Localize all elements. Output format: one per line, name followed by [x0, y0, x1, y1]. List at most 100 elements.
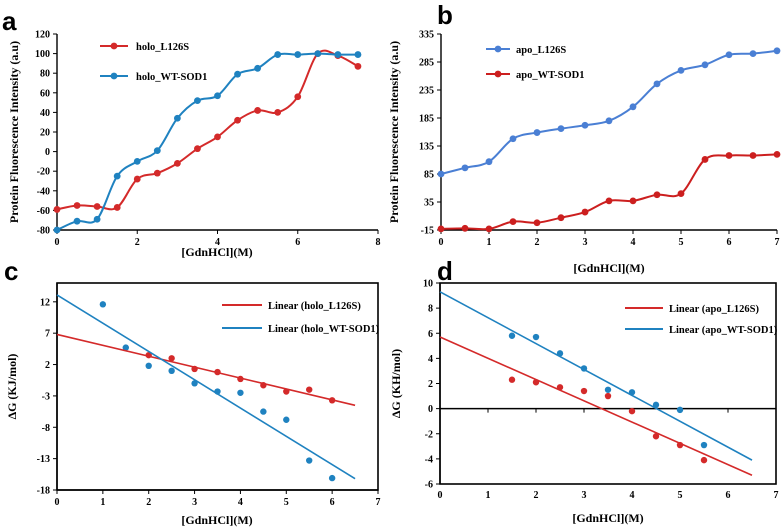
y-tick-label: 12	[40, 297, 50, 308]
series-apo-wt-sod1	[437, 151, 781, 233]
data-point-apo-l126s-1	[461, 164, 469, 172]
data-point-holo-wt-sod1-3	[168, 367, 175, 375]
data-point-holo-l126s-5	[153, 169, 161, 177]
series-holo-l126s	[53, 49, 362, 213]
x-tick-label: 2	[534, 490, 539, 501]
y-tick-label: 100	[35, 49, 50, 60]
panel-d: d -6 -4 -2 0 2 4 6 8 10 0 1 2 3 4 5 6 7 [GdnHCl](M) ΔG (KH/…	[389, 256, 779, 525]
data-point-holo-wt-sod1-4	[191, 380, 198, 387]
series-apo-wt-sod1	[508, 332, 708, 449]
data-point-apo-wt-sod1-0	[437, 225, 445, 233]
data-point-apo-wt-sod1-8	[629, 197, 637, 205]
x-tick-label: 6	[330, 497, 335, 508]
data-point-holo-wt-sod1-7	[194, 97, 201, 105]
data-point-holo-l126s-7	[306, 386, 313, 393]
data-point-apo-wt-sod1-1	[461, 224, 469, 232]
data-point-holo-wt-sod1-6	[173, 114, 181, 122]
panel-letter-b: b	[437, 0, 453, 30]
y-tick-label: 4	[428, 354, 433, 365]
data-point-holo-wt-sod1-6	[237, 389, 244, 396]
data-point-apo-l126s-0	[437, 170, 445, 178]
data-point-apo-wt-sod1-11	[701, 156, 709, 163]
y-tick-label: -13	[37, 454, 50, 465]
data-point-apo-l126s-13	[749, 50, 757, 57]
data-point-holo-l126s-7	[194, 145, 201, 153]
y-tick-label: 285	[419, 58, 434, 69]
data-point-holo-wt-sod1-8	[214, 92, 221, 100]
y-axis-title: Protein Fluorescence Intensity (a.u)	[387, 41, 401, 223]
y-tick-label: 10	[423, 279, 433, 290]
x-tick-label: 3	[582, 490, 587, 501]
data-point-apo-wt-sod1-4	[533, 219, 541, 227]
series-line-holo-l126s	[56, 49, 359, 211]
data-point-holo-l126s-0	[53, 206, 61, 213]
x-tick-label: 3	[583, 237, 588, 248]
series-line-holo-wt-sod1	[56, 52, 358, 231]
data-point-holo-l126s-6	[173, 159, 181, 167]
y-axis-title: Protein Fluorescence Intensity (a.u)	[7, 41, 21, 223]
x-tick-label: 4	[215, 237, 220, 248]
data-point-holo-l126s-12	[294, 93, 302, 101]
y-axis-title: ΔG (KJ/mol)	[5, 354, 19, 420]
x-axis-title: [GdnHCl](M)	[572, 511, 643, 525]
y-tick-label: -4	[425, 454, 433, 465]
data-point-holo-wt-sod1-4	[133, 158, 141, 165]
x-tick-label: 6	[727, 237, 732, 248]
y-tick-label: 2	[428, 379, 433, 390]
y-tick-label: 120	[35, 30, 50, 41]
fit-line-linear-holo-wt-sod1	[56, 294, 356, 480]
data-point-holo-l126s-4	[133, 175, 141, 183]
y-tick-label: -15	[421, 226, 434, 237]
data-point-holo-wt-sod1-12	[294, 51, 302, 58]
legend-d: Linear (apo_L126S) Linear (apo_WT-SOD1)	[625, 304, 778, 336]
y-tick-label: 85	[424, 170, 434, 181]
data-point-holo-wt-sod1-0	[99, 301, 107, 308]
x-tick-label: 4	[631, 237, 636, 248]
data-point-apo-wt-sod1-1	[532, 333, 540, 341]
data-point-apo-wt-sod1-6	[581, 208, 589, 216]
x-tick-label: 1	[487, 237, 492, 248]
y-tick-label: 6	[428, 329, 433, 340]
data-point-apo-l126s-11	[701, 61, 709, 69]
y-tick-label: -20	[37, 167, 50, 178]
series-holo-l126s	[145, 351, 336, 404]
y-tick-label: 8	[428, 304, 433, 315]
y-tick-label: 40	[40, 108, 50, 119]
legend-label-linear-apo-wt-sod1: Linear (apo_WT-SOD1)	[669, 325, 778, 336]
data-point-holo-l126s-2	[93, 203, 101, 210]
data-point-holo-l126s-15	[354, 62, 362, 70]
panel-a: a -80 -60 -40 -20 0 20 40 60 80 100 120 0 2 4 6 8 [GdnHCl…	[2, 6, 381, 259]
data-point-holo-wt-sod1-3	[113, 172, 121, 180]
legend-label-apo-wt-sod1: apo_WT-SOD1	[516, 70, 584, 81]
x-tick-label: 0	[55, 497, 60, 508]
plot-frame	[56, 282, 379, 491]
y-tick-label: -80	[37, 226, 50, 237]
y-tick-label: -40	[37, 186, 50, 197]
y-tick-label: -18	[37, 486, 50, 497]
x-tick-label: 4	[238, 497, 243, 508]
legend-a: holo_L126S holo_WT-SOD1	[100, 42, 207, 83]
data-point-apo-wt-sod1-6	[652, 401, 660, 409]
data-point-holo-wt-sod1-15	[354, 51, 362, 58]
y-tick-label: 0	[428, 404, 433, 415]
data-point-apo-wt-sod1-13	[749, 152, 757, 159]
y-tick-label: 335	[419, 30, 434, 41]
data-point-apo-wt-sod1-12	[725, 152, 733, 159]
y-tick-label: 80	[40, 69, 50, 80]
data-point-apo-l126s-5	[628, 407, 636, 415]
data-point-holo-wt-sod1-0	[53, 226, 61, 234]
data-point-apo-wt-sod1-7	[676, 406, 684, 414]
x-tick-label: 5	[284, 497, 289, 508]
data-point-apo-wt-sod1-14	[773, 151, 781, 158]
data-point-holo-wt-sod1-11	[274, 51, 282, 58]
x-tick-label: 2	[146, 497, 151, 508]
series-apo-l126s	[437, 47, 781, 178]
y-tick-label: -2	[425, 429, 433, 440]
data-point-apo-wt-sod1-2	[485, 225, 493, 233]
data-point-apo-wt-sod1-7	[605, 197, 613, 205]
data-point-apo-l126s-9	[653, 80, 661, 88]
data-point-apo-l126s-8	[629, 103, 637, 111]
data-point-apo-l126s-10	[677, 67, 685, 74]
legend-marker-holo-l126s	[110, 42, 118, 50]
